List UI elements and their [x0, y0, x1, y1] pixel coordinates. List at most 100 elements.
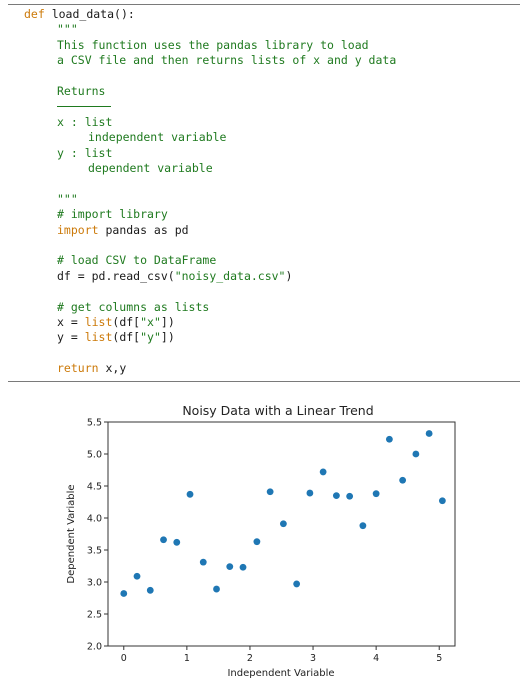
code-token: "x"	[140, 315, 161, 329]
code-token: """	[57, 22, 78, 37]
code-token: independent variable	[88, 130, 227, 145]
scatter-point	[173, 538, 181, 546]
scatter-point	[425, 430, 433, 437]
y-tick-label: 3.0	[87, 578, 102, 589]
code-line: a CSV file and then returns lists of x a…	[57, 53, 396, 67]
y-tick-label: 2.5	[87, 610, 102, 621]
code-token: x,y	[98, 361, 127, 376]
scatter-point	[385, 435, 393, 443]
data-points	[120, 430, 446, 597]
code-token: a CSV file and then returns lists of x a…	[57, 53, 397, 68]
scatter-point	[160, 536, 167, 544]
code-line: x = list(df["x"])	[57, 315, 175, 329]
cell-top-border	[8, 4, 520, 5]
code-line: # get columns as lists	[57, 300, 209, 314]
code-token: df = pd.read_csv(	[57, 268, 175, 283]
code-token: (df[	[112, 330, 141, 345]
scatter-point	[133, 572, 141, 580]
chart-title: Noisy Data with a Linear Trend	[182, 403, 373, 418]
code-line: independent variable	[88, 130, 226, 144]
scatter-point	[372, 490, 380, 498]
code-token: "noisy_data.csv"	[174, 268, 286, 283]
code-line: import pandas as pd	[57, 223, 189, 237]
scatter-point	[120, 590, 128, 597]
scatter-point	[199, 558, 207, 566]
scatter-point	[266, 488, 274, 496]
cell-bottom-border	[8, 381, 520, 382]
code-line: This function uses the pandas library to…	[57, 38, 369, 52]
code-token: "y"	[140, 330, 161, 345]
scatter-point	[213, 585, 220, 593]
y-axis-label: Dependent Variable	[66, 484, 77, 583]
scatter-point	[306, 489, 314, 497]
scatter-point	[359, 522, 367, 530]
scatter-point	[226, 563, 234, 571]
code-token: # load CSV to DataFrame	[57, 253, 217, 268]
code-line: return x,y	[57, 361, 126, 375]
code-token: import	[57, 222, 99, 237]
code-line: """	[57, 192, 78, 206]
y-axis: 2.0 2.5 3.0 3.5 4.0 4.5 5.0 5.5	[87, 418, 108, 653]
code-token: (df[	[112, 315, 141, 329]
code-line: dependent variable	[88, 161, 213, 175]
scatter-point	[186, 490, 194, 498]
docstring-underline	[57, 106, 111, 107]
y-tick-label: 5.5	[87, 418, 102, 429]
scatter-point	[438, 497, 446, 505]
scatter-chart: Noisy Data with a Linear Trend 0 1 2 3 4 5 2.…	[66, 403, 456, 679]
y-tick-label: 2.0	[87, 642, 102, 653]
scatter-point	[346, 492, 354, 500]
code-token: list	[84, 330, 113, 345]
code-line: Returns	[57, 84, 105, 98]
x-tick-label: 1	[184, 653, 190, 664]
y-tick-label: 5.0	[87, 450, 102, 461]
scatter-point	[253, 538, 261, 546]
code-token: ])	[160, 330, 175, 345]
scatter-point	[239, 563, 247, 571]
code-line: def load_data():	[24, 7, 135, 21]
scatter-point	[293, 580, 301, 588]
code-line: y = list(df["y"])	[57, 330, 175, 344]
x-axis: 0 1 2 3 4 5	[121, 646, 442, 664]
code-token: Returns	[57, 84, 106, 98]
code-cell[interactable]: def load_data(): """ This function uses th…	[24, 7, 514, 379]
code-line: """	[57, 22, 78, 36]
code-token: y =	[57, 330, 85, 345]
code-token: load_data():	[44, 7, 135, 21]
code-token: ])	[160, 315, 175, 329]
x-tick-label: 0	[121, 653, 127, 664]
scatter-point	[412, 450, 420, 458]
x-tick-label: 5	[436, 653, 442, 664]
scatter-point	[332, 492, 340, 499]
code-token: x =	[57, 315, 85, 329]
code-token: y : list	[57, 145, 113, 160]
code-token: """	[57, 191, 78, 206]
code-line: # import library	[57, 207, 168, 221]
code-token: This function uses the pandas library to…	[57, 37, 369, 52]
x-axis-label: Independent Variable	[227, 668, 334, 679]
y-tick-label: 4.5	[87, 482, 102, 493]
code-token: dependent variable	[88, 161, 213, 175]
code-token: return	[57, 361, 99, 376]
code-line: y : list	[57, 146, 112, 160]
code-token: # import library	[57, 207, 168, 222]
y-tick-label: 4.0	[87, 514, 102, 525]
code-token: )	[285, 268, 293, 283]
y-tick-label: 3.5	[87, 546, 102, 557]
plot-area	[107, 421, 456, 647]
scatter-point	[399, 476, 407, 484]
code-line: x : list	[57, 115, 112, 129]
x-tick-label: 2	[247, 653, 253, 664]
code-token: pandas as pd	[98, 222, 189, 237]
code-line: # load CSV to DataFrame	[57, 253, 216, 267]
code-token: list	[84, 315, 113, 329]
code-token: # get columns as lists	[57, 299, 210, 314]
code-token: def	[24, 7, 45, 21]
scatter-point	[146, 586, 154, 594]
scatter-point	[279, 520, 287, 528]
code-token: x : list	[57, 114, 113, 129]
x-tick-label: 4	[373, 653, 379, 664]
scatter-point	[319, 468, 327, 476]
code-line: df = pd.read_csv("noisy_data.csv")	[57, 269, 292, 283]
x-tick-label: 3	[310, 653, 316, 664]
